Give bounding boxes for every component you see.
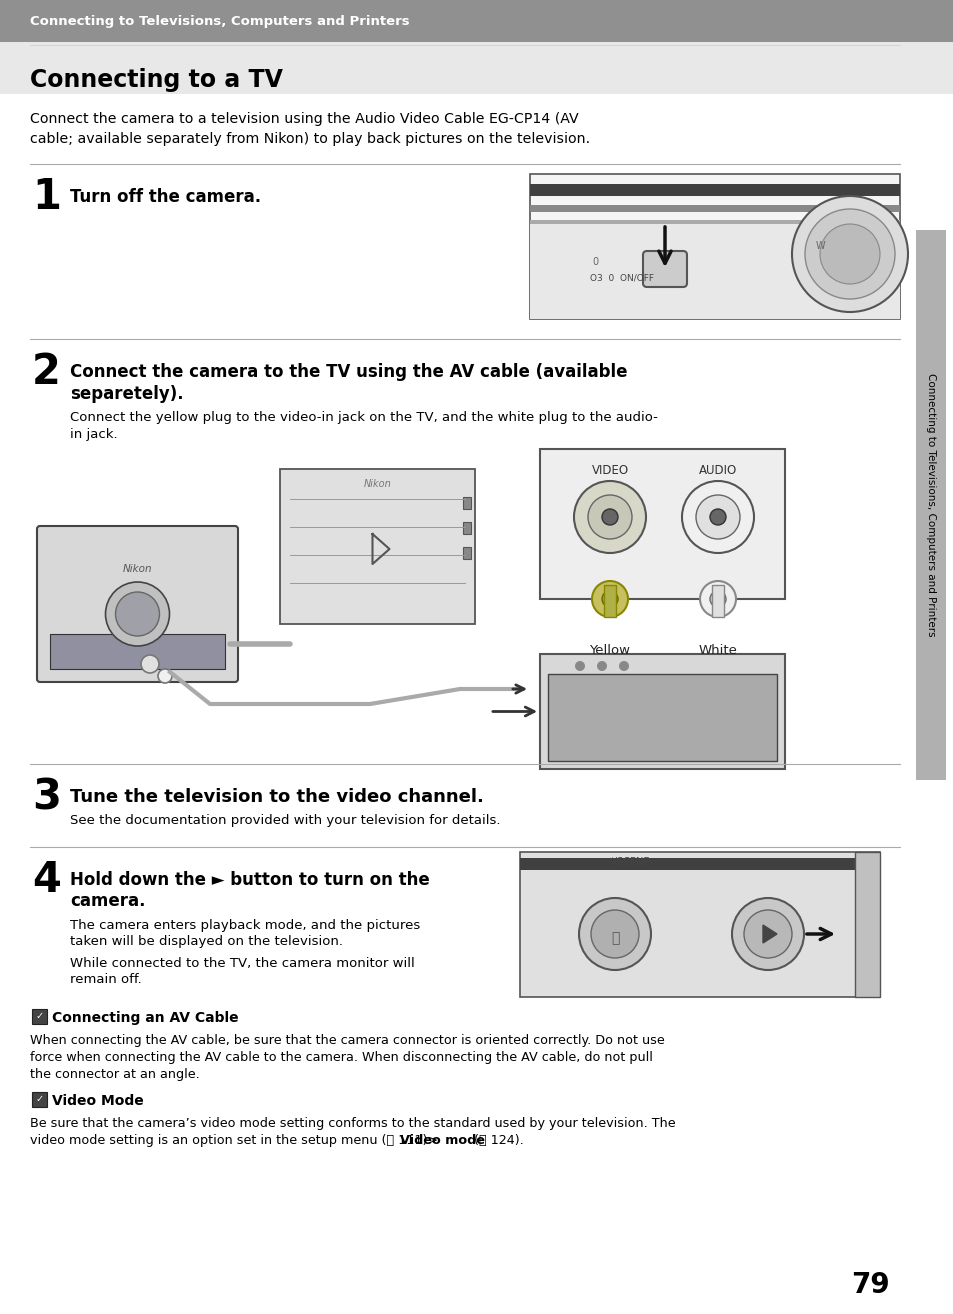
- Text: separetely).: separetely).: [70, 385, 183, 403]
- Text: Yellow: Yellow: [589, 644, 630, 657]
- Text: Connect the yellow plug to the video-in jack on the TV, and the white plug to th: Connect the yellow plug to the video-in …: [70, 411, 658, 424]
- Bar: [854, 851, 879, 997]
- Circle shape: [804, 209, 894, 300]
- Text: Hold down the ► button to turn on the: Hold down the ► button to turn on the: [70, 871, 429, 890]
- Bar: [0, 0, 953, 42]
- Text: Be sure that the camera’s video mode setting conforms to the standard used by yo: Be sure that the camera’s video mode set…: [30, 1117, 675, 1130]
- Text: While connected to the TV, the camera monitor will: While connected to the TV, the camera mo…: [70, 957, 415, 970]
- Text: Connect the camera to the TV using the AV cable (available: Connect the camera to the TV using the A…: [70, 363, 627, 381]
- Bar: [530, 205, 899, 212]
- Text: Nikon: Nikon: [363, 480, 391, 489]
- Text: Connect the camera to a television using the Audio Video Cable EG-CP14 (AV: Connect the camera to a television using…: [30, 112, 578, 126]
- Text: Connecting to Televisions, Computers and Printers: Connecting to Televisions, Computers and…: [30, 14, 409, 28]
- Text: 3: 3: [32, 777, 61, 819]
- Text: 📷: 📷: [610, 932, 618, 945]
- Text: in jack.: in jack.: [70, 428, 117, 442]
- Circle shape: [601, 509, 618, 526]
- Text: cable; available separately from Nikon) to play back pictures on the television.: cable; available separately from Nikon) …: [30, 131, 590, 146]
- Text: Nikon: Nikon: [123, 564, 152, 574]
- Text: W: W: [814, 240, 824, 251]
- Text: When connecting the AV cable, be sure that the camera connector is oriented corr: When connecting the AV cable, be sure th…: [30, 1034, 664, 1047]
- Bar: [530, 184, 899, 196]
- Text: White: White: [698, 644, 737, 657]
- Circle shape: [578, 897, 650, 970]
- Bar: [711, 585, 723, 618]
- Circle shape: [696, 495, 740, 539]
- FancyBboxPatch shape: [642, 251, 686, 286]
- Circle shape: [709, 591, 725, 607]
- Text: Tune the television to the video channel.: Tune the television to the video channel…: [70, 788, 483, 805]
- Text: */SCENE: */SCENE: [609, 857, 650, 867]
- Text: camera.: camera.: [70, 892, 146, 911]
- Bar: [539, 449, 784, 599]
- Bar: [50, 633, 225, 669]
- Text: ✓: ✓: [35, 1095, 44, 1104]
- Bar: [32, 1092, 47, 1106]
- Circle shape: [590, 911, 639, 958]
- Text: 4: 4: [32, 859, 61, 901]
- Circle shape: [791, 196, 907, 311]
- Text: VIDEO: VIDEO: [591, 465, 628, 477]
- Text: The camera enters playback mode, and the pictures: The camera enters playback mode, and the…: [70, 918, 420, 932]
- Bar: [539, 654, 784, 769]
- Circle shape: [743, 911, 791, 958]
- Polygon shape: [762, 925, 776, 943]
- Text: 79: 79: [850, 1271, 889, 1300]
- Text: Video Mode: Video Mode: [52, 1095, 144, 1108]
- Text: 0: 0: [591, 258, 598, 267]
- Circle shape: [574, 481, 645, 553]
- Circle shape: [597, 661, 606, 671]
- Text: video mode setting is an option set in the setup menu (ⓢ 111)>: video mode setting is an option set in t…: [30, 1134, 437, 1147]
- Bar: [462, 497, 471, 509]
- Text: 1: 1: [32, 176, 61, 218]
- FancyBboxPatch shape: [37, 526, 237, 682]
- Text: (ⓢ 124).: (ⓢ 124).: [470, 1134, 523, 1147]
- Circle shape: [106, 582, 170, 646]
- Text: 2: 2: [32, 351, 61, 393]
- Circle shape: [709, 509, 725, 526]
- Circle shape: [601, 591, 618, 607]
- Circle shape: [700, 581, 735, 618]
- Bar: [519, 858, 879, 870]
- Text: ✓: ✓: [35, 1010, 44, 1021]
- Text: force when connecting the AV cable to the camera. When disconnecting the AV cabl: force when connecting the AV cable to th…: [30, 1051, 652, 1064]
- Circle shape: [575, 661, 584, 671]
- Bar: [0, 42, 953, 95]
- Text: AUDIO: AUDIO: [699, 465, 737, 477]
- Text: the connector at an angle.: the connector at an angle.: [30, 1068, 199, 1081]
- Bar: [530, 173, 899, 319]
- Circle shape: [587, 495, 631, 539]
- Bar: [530, 219, 899, 223]
- Bar: [547, 674, 776, 761]
- Circle shape: [681, 481, 753, 553]
- Bar: [462, 522, 471, 533]
- Bar: [32, 1009, 47, 1024]
- Text: Connecting to a TV: Connecting to a TV: [30, 68, 283, 92]
- Bar: [530, 223, 899, 319]
- Text: O3  0  ON/OFF: O3 0 ON/OFF: [589, 273, 654, 283]
- Circle shape: [731, 897, 803, 970]
- Bar: [915, 230, 945, 781]
- Text: Connecting to Televisions, Computers and Printers: Connecting to Televisions, Computers and…: [925, 373, 935, 637]
- Circle shape: [141, 654, 159, 673]
- Circle shape: [618, 661, 628, 671]
- Circle shape: [592, 581, 627, 618]
- Circle shape: [820, 223, 879, 284]
- Text: Video mode: Video mode: [399, 1134, 484, 1147]
- Circle shape: [115, 593, 159, 636]
- Text: See the documentation provided with your television for details.: See the documentation provided with your…: [70, 813, 500, 827]
- Bar: [519, 851, 879, 997]
- Text: Connecting an AV Cable: Connecting an AV Cable: [52, 1010, 238, 1025]
- Circle shape: [158, 669, 172, 683]
- Text: remain off.: remain off.: [70, 972, 142, 986]
- Bar: [280, 469, 475, 624]
- Text: taken will be displayed on the television.: taken will be displayed on the televisio…: [70, 936, 343, 947]
- Bar: [462, 547, 471, 558]
- Bar: [603, 585, 616, 618]
- Text: Turn off the camera.: Turn off the camera.: [70, 188, 261, 206]
